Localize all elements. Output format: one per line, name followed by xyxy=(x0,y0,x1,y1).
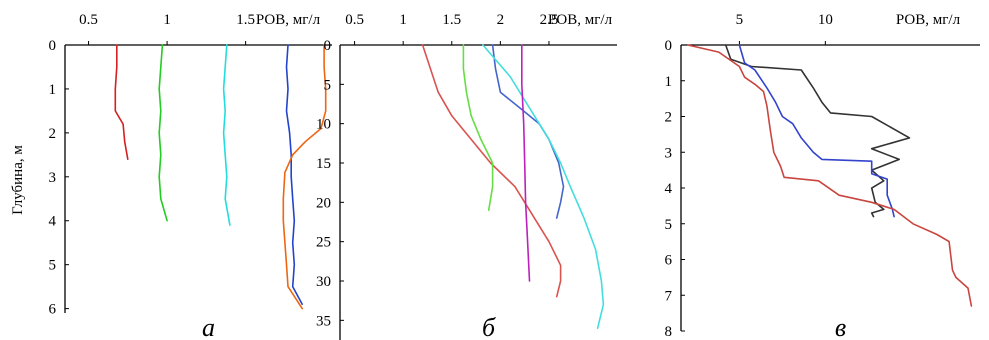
x-tick-label-b: 2.5 xyxy=(540,12,559,28)
y-tick-label-b: 30 xyxy=(316,274,331,290)
y-tick-label-a: 2 xyxy=(49,126,57,142)
y-tick-label-b: 25 xyxy=(316,235,331,251)
y-axis-label: Глубина, м xyxy=(10,145,26,215)
x-unit-label-b: РОВ, мг/л xyxy=(548,12,613,28)
series-line-a-3 xyxy=(222,44,231,226)
series-line-b-1 xyxy=(421,44,562,298)
x-tick-label-v: 5 xyxy=(736,12,744,28)
y-tick-label-a: 1 xyxy=(49,82,57,98)
series-line-a-5 xyxy=(282,44,327,310)
series-line-a-1 xyxy=(114,44,129,160)
y-tick-label-b: 20 xyxy=(316,195,331,211)
series-line-b-2 xyxy=(462,44,494,211)
panel-label-v: в xyxy=(835,313,846,340)
series-line-b-3 xyxy=(491,44,565,219)
x-unit-label-a: РОВ, мг/л xyxy=(256,12,321,28)
x-tick-label-v: 10 xyxy=(818,12,833,28)
x-tick-label-a: 0.5 xyxy=(79,12,98,28)
panel-label-a: а xyxy=(202,313,215,340)
y-tick-label-a: 4 xyxy=(49,214,57,230)
y-tick-label-v: 6 xyxy=(665,253,673,269)
y-tick-label-a: 5 xyxy=(49,258,57,274)
y-tick-label-b: 5 xyxy=(324,77,332,93)
y-tick-label-v: 0 xyxy=(665,38,673,54)
x-tick-label-b: 1.5 xyxy=(442,12,461,28)
x-tick-label-b: 1 xyxy=(399,12,407,28)
x-tick-label-a: 1.5 xyxy=(236,12,255,28)
y-tick-label-v: 7 xyxy=(665,288,673,304)
x-tick-label-b: 0.5 xyxy=(345,12,364,28)
series-line-v-1 xyxy=(724,44,911,218)
series-line-b-5 xyxy=(521,44,531,282)
y-tick-label-v: 1 xyxy=(665,74,673,90)
y-tick-label-b: 35 xyxy=(316,313,331,329)
x-unit-label-v: РОВ, мг/л xyxy=(896,12,961,28)
y-tick-label-b: 15 xyxy=(316,156,331,172)
x-tick-label-b: 2 xyxy=(497,12,505,28)
y-tick-label-v: 2 xyxy=(665,110,673,126)
panel-v: 5 10 РОВ, мг/л 0 1 2 3 4 5 6 7 8 в xyxy=(665,12,980,340)
x-tick-label-a: 1 xyxy=(163,12,171,28)
y-tick-label-v: 5 xyxy=(665,217,673,233)
y-tick-label-a: 0 xyxy=(49,38,57,54)
y-tick-label-b: 0 xyxy=(324,38,332,54)
panel-label-b: б xyxy=(482,313,496,340)
y-tick-label-v: 8 xyxy=(665,324,673,340)
series-line-a-2 xyxy=(158,44,168,222)
y-tick-label-v: 3 xyxy=(665,145,673,161)
series-line-b-4 xyxy=(482,44,605,329)
series-line-a-4 xyxy=(285,44,303,305)
series-line-v-3 xyxy=(687,44,973,307)
y-tick-label-v: 4 xyxy=(665,181,673,197)
y-tick-label-a: 3 xyxy=(49,170,57,186)
y-tick-label-a: 6 xyxy=(49,302,57,318)
y-tick-label-b: 10 xyxy=(316,117,331,133)
series-line-v-2 xyxy=(738,44,895,218)
